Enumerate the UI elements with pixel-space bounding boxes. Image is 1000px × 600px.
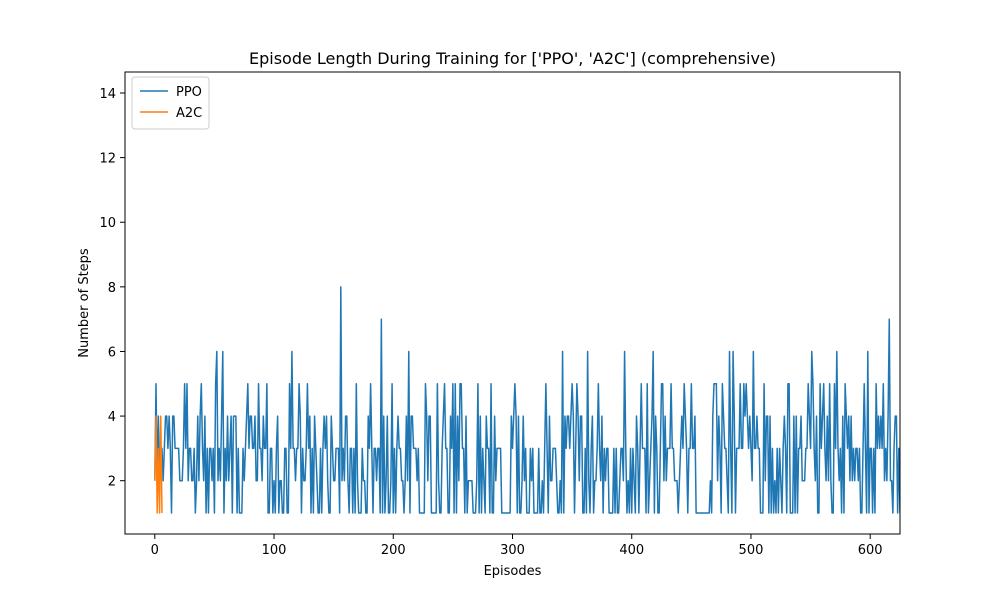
series-layer	[154, 286, 900, 514]
legend-label-a2c: A2C	[176, 106, 202, 121]
x-axis-label: Episodes	[484, 564, 542, 579]
y-tick-label: 10	[99, 216, 116, 231]
legend-label-ppo: PPO	[176, 85, 202, 100]
y-axis-label: Number of Steps	[77, 248, 92, 358]
x-axis: 0 100 200 300 400 500 600	[151, 534, 883, 558]
x-tick-label: 600	[858, 543, 883, 558]
series-line-ppo	[154, 286, 900, 514]
x-tick-label: 0	[151, 543, 159, 558]
x-tick-label: 400	[619, 543, 644, 558]
x-tick-label: 100	[262, 543, 287, 558]
y-tick-label: 6	[108, 345, 116, 360]
x-tick-label: 300	[500, 543, 525, 558]
y-axis: 2 4 6 8 10 12 14	[99, 87, 125, 490]
x-tick-label: 200	[381, 543, 406, 558]
x-tick-label: 500	[739, 543, 764, 558]
y-tick-label: 2	[108, 475, 116, 490]
y-tick-label: 12	[99, 152, 116, 167]
y-tick-label: 4	[108, 410, 116, 425]
series-line-a2c	[154, 415, 163, 514]
y-tick-label: 8	[108, 281, 116, 296]
legend-box	[131, 76, 210, 130]
legend: PPO A2C	[131, 76, 210, 130]
chart-title: Episode Length During Training for ['PPO…	[249, 49, 776, 68]
y-tick-label: 14	[99, 87, 116, 102]
